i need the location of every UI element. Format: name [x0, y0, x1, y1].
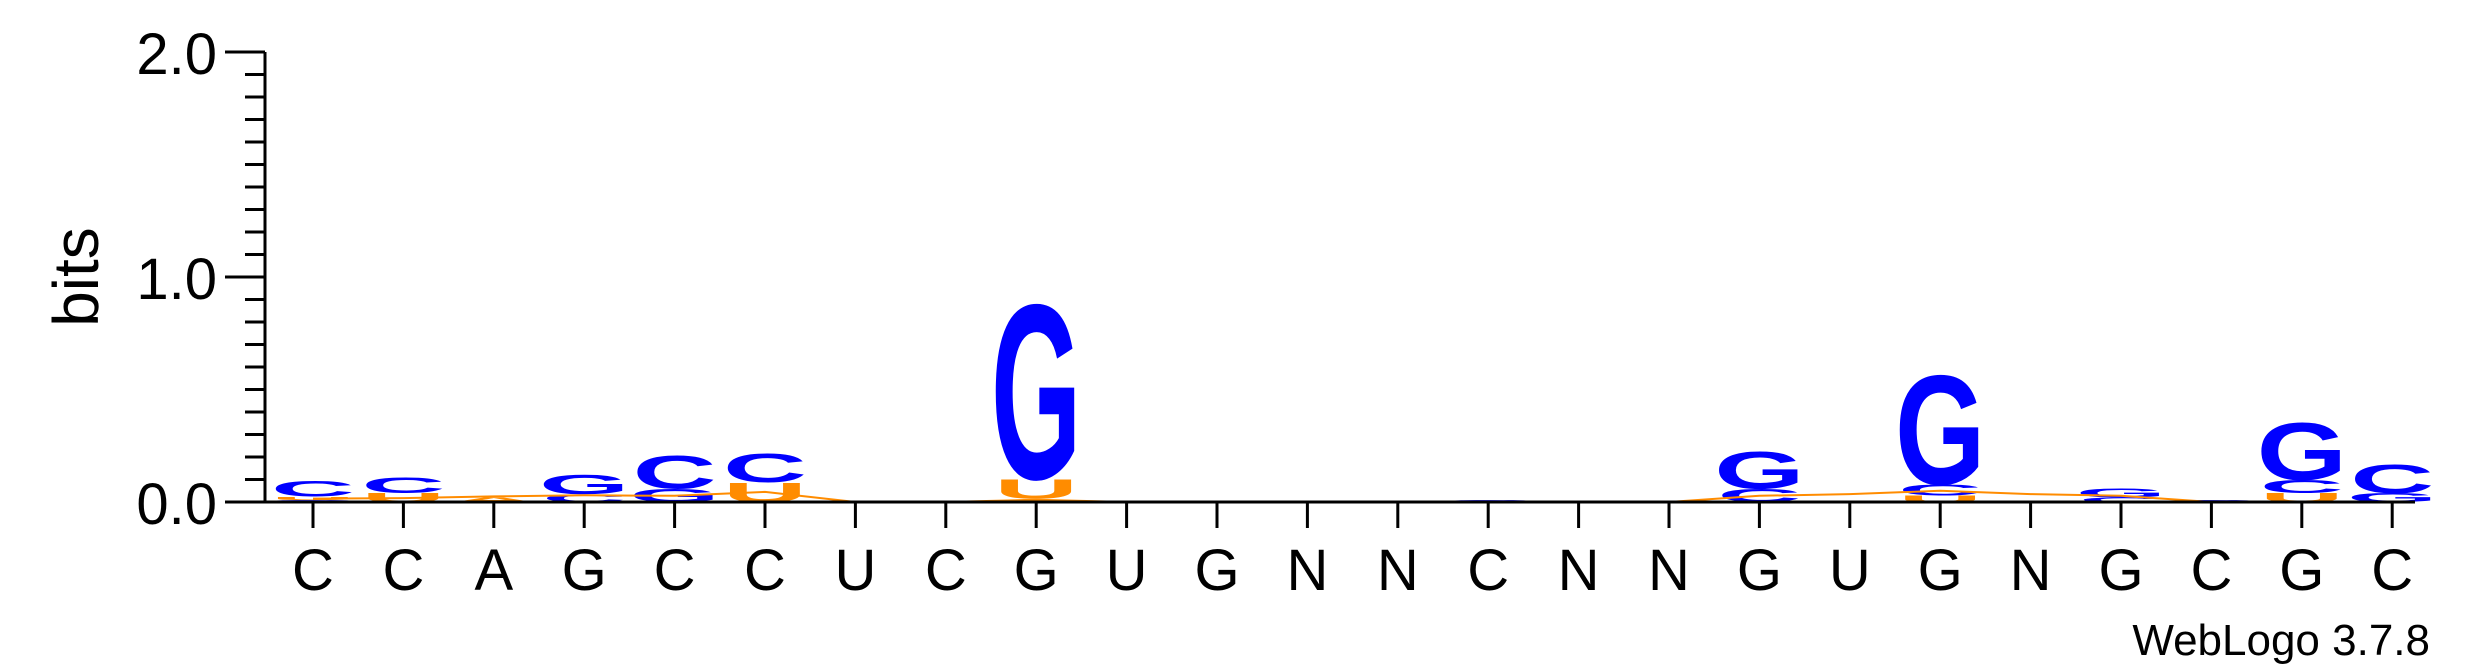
logo-glyph-c: C	[271, 476, 355, 501]
y-tick-label: 1.0	[136, 247, 217, 312]
logo-glyph-g: G	[2257, 407, 2347, 498]
position-label: U	[834, 538, 876, 603]
position-label: G	[1918, 538, 1963, 603]
position-label: C	[382, 538, 424, 603]
logo-glyph-c: C	[2079, 496, 2163, 503]
logo-glyph-c: C	[2260, 476, 2344, 497]
position-label: G	[1194, 538, 1239, 603]
logo-glyph-g: G	[1714, 441, 1804, 500]
position-label: N	[1558, 538, 1600, 603]
position-label: C	[292, 538, 334, 603]
logo-glyph-g: G	[991, 254, 1081, 532]
y-tick-label: 0.0	[136, 472, 217, 537]
position-label: N	[1648, 538, 1690, 603]
logo-glyph-c: C	[2350, 457, 2434, 502]
position-label: N	[2010, 538, 2052, 603]
position-label: G	[2098, 538, 2143, 603]
position-label: G	[562, 538, 607, 603]
position-label: A	[474, 538, 513, 603]
logo-glyph-g: G	[1895, 343, 1985, 518]
position-label: N	[1377, 538, 1419, 603]
position-label: U	[1829, 538, 1871, 603]
position-label: C	[654, 538, 696, 603]
y-axis: 0.0 1.0 2.0	[136, 22, 267, 537]
y-tick-label: 2.0	[136, 22, 217, 87]
logo-glyph-c: C	[633, 446, 717, 498]
position-label: C	[925, 538, 967, 603]
y-axis-title: bits	[40, 227, 112, 327]
logo-glyph-u: U	[1898, 494, 1982, 504]
logo-glyph-a: A	[452, 496, 536, 503]
position-label: U	[1106, 538, 1148, 603]
position-label: C	[2371, 538, 2413, 603]
position-label: G	[1737, 538, 1782, 603]
position-label: C	[744, 538, 786, 603]
logo-glyph-c: C	[361, 473, 445, 498]
position-label: C	[1467, 538, 1509, 603]
position-label: G	[2279, 538, 2324, 603]
weblogo-credit: WebLogo 3.7.8	[2132, 616, 2430, 665]
position-label: C	[2190, 538, 2232, 603]
position-label: G	[1014, 538, 1059, 603]
logo-stacks: GUCUCACGGCUCAUGCCGUCGCGCUCGGC	[268, 254, 2438, 532]
position-label: N	[1286, 538, 1328, 603]
logo-glyph-c: C	[723, 445, 807, 490]
